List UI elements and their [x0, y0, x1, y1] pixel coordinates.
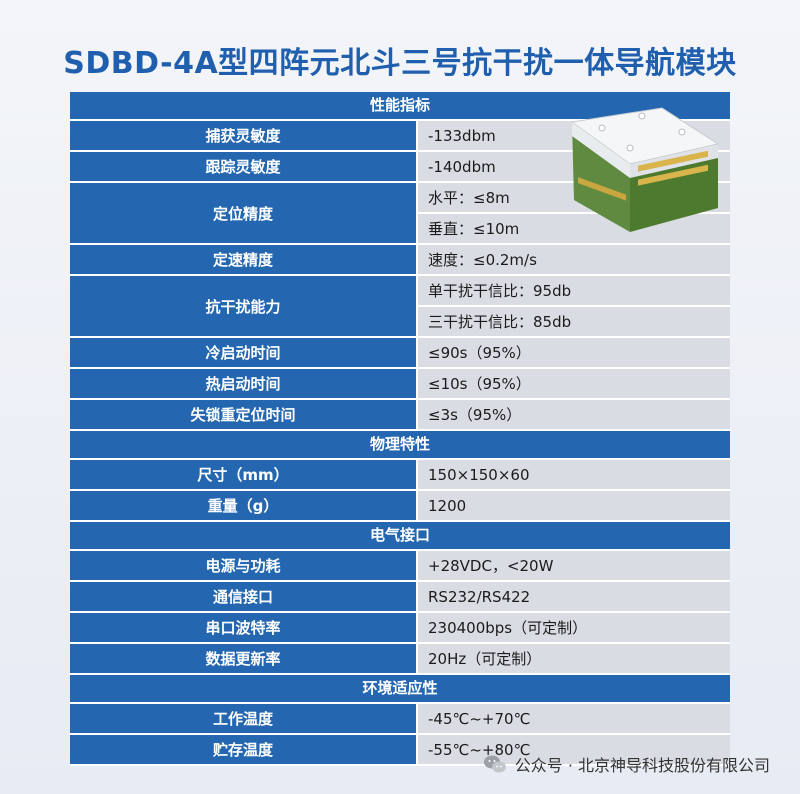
spec-value-group: -45℃~+70℃	[418, 704, 730, 733]
spec-value-group: 速度：≤0.2m/s	[418, 245, 730, 274]
spec-label: 冷启动时间	[70, 338, 418, 367]
section-heading: 物理特性	[70, 431, 730, 460]
spec-value-group: 单干扰干信比：95db 三干扰干信比：85db	[418, 276, 730, 336]
spec-label: 定位精度	[70, 183, 418, 243]
footer-text: 公众号 · 北京神导科技股份有限公司	[514, 756, 770, 775]
spec-row: 通信接口 RS232/RS422	[70, 582, 730, 613]
section-heading: 电气接口	[70, 522, 730, 551]
spec-label: 贮存温度	[70, 735, 418, 764]
spec-row: 定位精度 水平：≤8m 垂直：≤10m	[70, 183, 730, 245]
spec-value: 三干扰干信比：85db	[418, 305, 730, 336]
spec-row: 抗干扰能力 单干扰干信比：95db 三干扰干信比：85db	[70, 276, 730, 338]
spec-row: 工作温度 -45℃~+70℃	[70, 704, 730, 735]
spec-label: 电源与功耗	[70, 551, 418, 580]
spec-label: 跟踪灵敏度	[70, 152, 418, 181]
spec-label: 抗干扰能力	[70, 276, 418, 336]
spec-value-group: 150×150×60	[418, 460, 730, 489]
spec-label: 失锁重定位时间	[70, 400, 418, 429]
spec-row: 串口波特率 230400bps（可定制）	[70, 613, 730, 644]
spec-value: ≤10s（95%）	[418, 369, 730, 398]
spec-row: 电源与功耗 +28VDC，<20W	[70, 551, 730, 582]
spec-label: 通信接口	[70, 582, 418, 611]
spec-value-group: RS232/RS422	[418, 582, 730, 611]
spec-value-group: ≤10s（95%）	[418, 369, 730, 398]
spec-value: 1200	[418, 491, 730, 520]
spec-value-group: +28VDC，<20W	[418, 551, 730, 580]
spec-value-group: ≤3s（95%）	[418, 400, 730, 429]
spec-row: 定速精度 速度：≤0.2m/s	[70, 245, 730, 276]
spec-row: 尺寸（mm） 150×150×60	[70, 460, 730, 491]
spec-value-group: ≤90s（95%）	[418, 338, 730, 367]
spec-label: 捕获灵敏度	[70, 121, 418, 150]
spec-value: -55℃~+80℃	[418, 735, 730, 764]
spec-value: ≤90s（95%）	[418, 338, 730, 367]
footer: 公众号 · 北京神导科技股份有限公司	[483, 752, 770, 776]
wechat-icon	[483, 755, 506, 773]
spec-value: -45℃~+70℃	[418, 704, 730, 733]
spec-value-group: -55℃~+80℃	[418, 735, 730, 764]
spec-row: 冷启动时间 ≤90s（95%）	[70, 338, 730, 369]
spec-value: 单干扰干信比：95db	[418, 276, 730, 305]
spec-value-group: 230400bps（可定制）	[418, 613, 730, 642]
spec-row: 贮存温度 -55℃~+80℃	[70, 735, 730, 766]
spec-value-group: 20Hz（可定制）	[418, 644, 730, 673]
spec-value: 20Hz（可定制）	[418, 644, 730, 673]
spec-label: 数据更新率	[70, 644, 418, 673]
page-title: SDBD-4A型四阵元北斗三号抗干扰一体导航模块	[63, 46, 737, 81]
spec-row: 重量（g） 1200	[70, 491, 730, 522]
spec-value: +28VDC，<20W	[418, 551, 730, 580]
spec-row: 热启动时间 ≤10s（95%）	[70, 369, 730, 400]
spec-value: 150×150×60	[418, 460, 730, 489]
spec-label: 重量（g）	[70, 491, 418, 520]
spec-row: 数据更新率 20Hz（可定制）	[70, 644, 730, 675]
spec-row: 失锁重定位时间 ≤3s（95%）	[70, 400, 730, 431]
spec-value: 230400bps（可定制）	[418, 613, 730, 642]
spec-value: RS232/RS422	[418, 582, 730, 611]
spec-value-group: 1200	[418, 491, 730, 520]
product-photo	[570, 107, 720, 232]
section-heading: 环境适应性	[70, 675, 730, 704]
spec-label: 串口波特率	[70, 613, 418, 642]
spec-value: ≤3s（95%）	[418, 400, 730, 429]
spec-label: 工作温度	[70, 704, 418, 733]
spec-label: 定速精度	[70, 245, 418, 274]
spec-table: 性能指标 捕获灵敏度 -133dbm 跟踪灵敏度 -140dbm 定位精度 水平：≤8m 垂直…	[70, 92, 730, 766]
spec-label: 热启动时间	[70, 369, 418, 398]
spec-value: 速度：≤0.2m/s	[418, 245, 730, 274]
spec-label: 尺寸（mm）	[70, 460, 418, 489]
